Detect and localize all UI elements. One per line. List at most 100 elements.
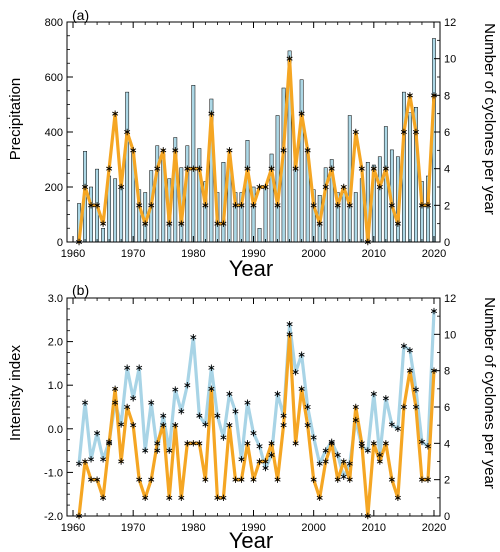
marker-b-0-2001 [316, 460, 323, 467]
marker-a-1-2002 [322, 183, 329, 191]
bar-a-1967 [113, 178, 118, 243]
x-axis-title-a: Year [229, 256, 273, 281]
marker-b-1-1985 [220, 494, 227, 502]
x-tick-label-a-1990: 1990 [241, 248, 265, 260]
marker-b-0-1996 [286, 320, 293, 328]
marker-a-1-1975 [160, 147, 167, 154]
marker-b-0-1963 [88, 456, 95, 463]
marker-b-1-2015 [400, 403, 407, 411]
marker-b-0-2012 [382, 395, 389, 402]
marker-b-1-1981 [196, 440, 203, 447]
bar-a-1992 [263, 186, 268, 243]
marker-b-0-1980 [190, 334, 197, 341]
y-right-tick-label-a-0: 0 [444, 237, 450, 249]
y-left-tick-label-b-2.0: 2.0 [48, 337, 63, 349]
y-left-tick-label-b-1.0: 1.0 [48, 380, 63, 392]
marker-b-1-2002 [322, 458, 329, 465]
marker-b-0-1974 [154, 447, 161, 454]
marker-a-1-1974 [154, 165, 161, 172]
y-right-tick-label-b-8: 8 [444, 366, 450, 378]
bar-a-1989 [245, 140, 250, 243]
marker-a-1-1981 [196, 165, 203, 172]
marker-a-1-1996 [286, 55, 293, 62]
x-tick-label-b-2010: 2010 [362, 522, 386, 534]
marker-b-0-1961 [76, 460, 83, 467]
marker-b-1-1993 [268, 440, 275, 447]
marker-a-1-1985 [220, 220, 227, 227]
marker-a-1-1966 [106, 165, 113, 172]
y-left-tick-label-b--1.0: -1.0 [44, 467, 63, 479]
x-tick-label-b-1990: 1990 [241, 522, 265, 534]
marker-b-0-2019 [424, 443, 431, 450]
marker-b-0-2013 [388, 421, 395, 428]
bar-a-2011 [377, 156, 382, 243]
marker-b-0-2006 [346, 460, 353, 467]
marker-a-1-2016 [406, 92, 413, 99]
marker-b-1-1971 [136, 476, 143, 483]
marker-a-1-1998 [298, 110, 305, 117]
marker-a-1-1987 [232, 202, 239, 209]
marker-b-1-1994 [274, 476, 281, 483]
marker-a-1-2008 [358, 165, 365, 172]
marker-b-0-1997 [292, 368, 299, 376]
bar-a-2016 [408, 112, 412, 243]
marker-a-1-2014 [394, 220, 401, 227]
marker-b-1-1999 [304, 421, 311, 429]
marker-b-1-1998 [298, 385, 305, 393]
marker-b-0-1991 [256, 443, 263, 450]
marker-b-0-1993 [268, 451, 275, 459]
marker-a-1-1988 [238, 202, 245, 209]
bar-a-2007 [353, 192, 358, 243]
marker-b-0-1992 [262, 464, 269, 472]
marker-a-1-1995 [280, 147, 287, 154]
y-right-tick-label-b-4: 4 [444, 438, 450, 450]
marker-b-1-1980 [190, 440, 197, 447]
marker-a-1-1983 [208, 110, 215, 117]
series-line-b-1 [77, 332, 436, 518]
x-tick-label-b-1980: 1980 [181, 522, 205, 534]
y-right-tick-label-a-2: 2 [444, 200, 450, 212]
y-axis-title-left-a: Precipitation [7, 78, 24, 161]
marker-a-1-2001 [316, 220, 323, 227]
marker-b-0-2005 [340, 473, 347, 480]
marker-b-1-2006 [346, 476, 353, 483]
marker-b-1-1989 [244, 440, 251, 447]
x-tick-label-b-1960: 1960 [61, 522, 85, 534]
marker-b-1-2013 [388, 476, 395, 483]
marker-b-0-1976 [166, 447, 173, 454]
plot-area-b: 1960 1970 1980 1990 2000 2010 2020-2.0-1.00.01… [44, 293, 456, 534]
marker-a-1-1984 [214, 220, 221, 227]
marker-b-0-2017 [412, 386, 419, 393]
marker-a-1-1991 [256, 183, 263, 191]
marker-b-1-1979 [184, 440, 191, 447]
marker-b-0-1977 [172, 386, 179, 393]
marker-b-0-1983 [208, 364, 215, 371]
y-left-tick-label-a-400: 400 [45, 127, 63, 139]
marker-b-0-1990 [250, 429, 257, 437]
marker-a-1-2019 [424, 202, 431, 209]
y-right-tick-label-b-10: 10 [444, 329, 456, 341]
marker-a-1-2004 [334, 202, 341, 209]
marker-b-1-1970 [130, 421, 137, 429]
marker-b-0-1972 [142, 447, 149, 454]
y-right-tick-label-b-2: 2 [444, 475, 450, 487]
bar-a-1981 [197, 148, 202, 243]
marker-b-1-2001 [316, 494, 323, 502]
marker-a-1-2017 [412, 128, 419, 136]
marker-b-1-2011 [376, 458, 383, 465]
marker-b-1-1964 [94, 476, 101, 483]
marker-b-0-2004 [334, 451, 341, 459]
marker-a-1-1963 [88, 202, 95, 209]
y-axis-title-left-b: Intensity index [7, 345, 24, 441]
marker-b-0-1965 [100, 456, 107, 463]
marker-b-1-2020 [430, 367, 438, 374]
marker-b-1-1975 [160, 421, 167, 429]
marker-a-1-2005 [340, 183, 347, 191]
marker-b-1-1966 [106, 440, 113, 447]
marker-b-1-1962 [82, 458, 89, 465]
marker-b-1-1990 [250, 476, 257, 483]
marker-b-1-1963 [88, 476, 95, 483]
marker-b-1-2004 [334, 476, 341, 483]
plot-area-a: 1960 1970 1980 1990 2000 2010 2020020040060080… [45, 17, 457, 260]
